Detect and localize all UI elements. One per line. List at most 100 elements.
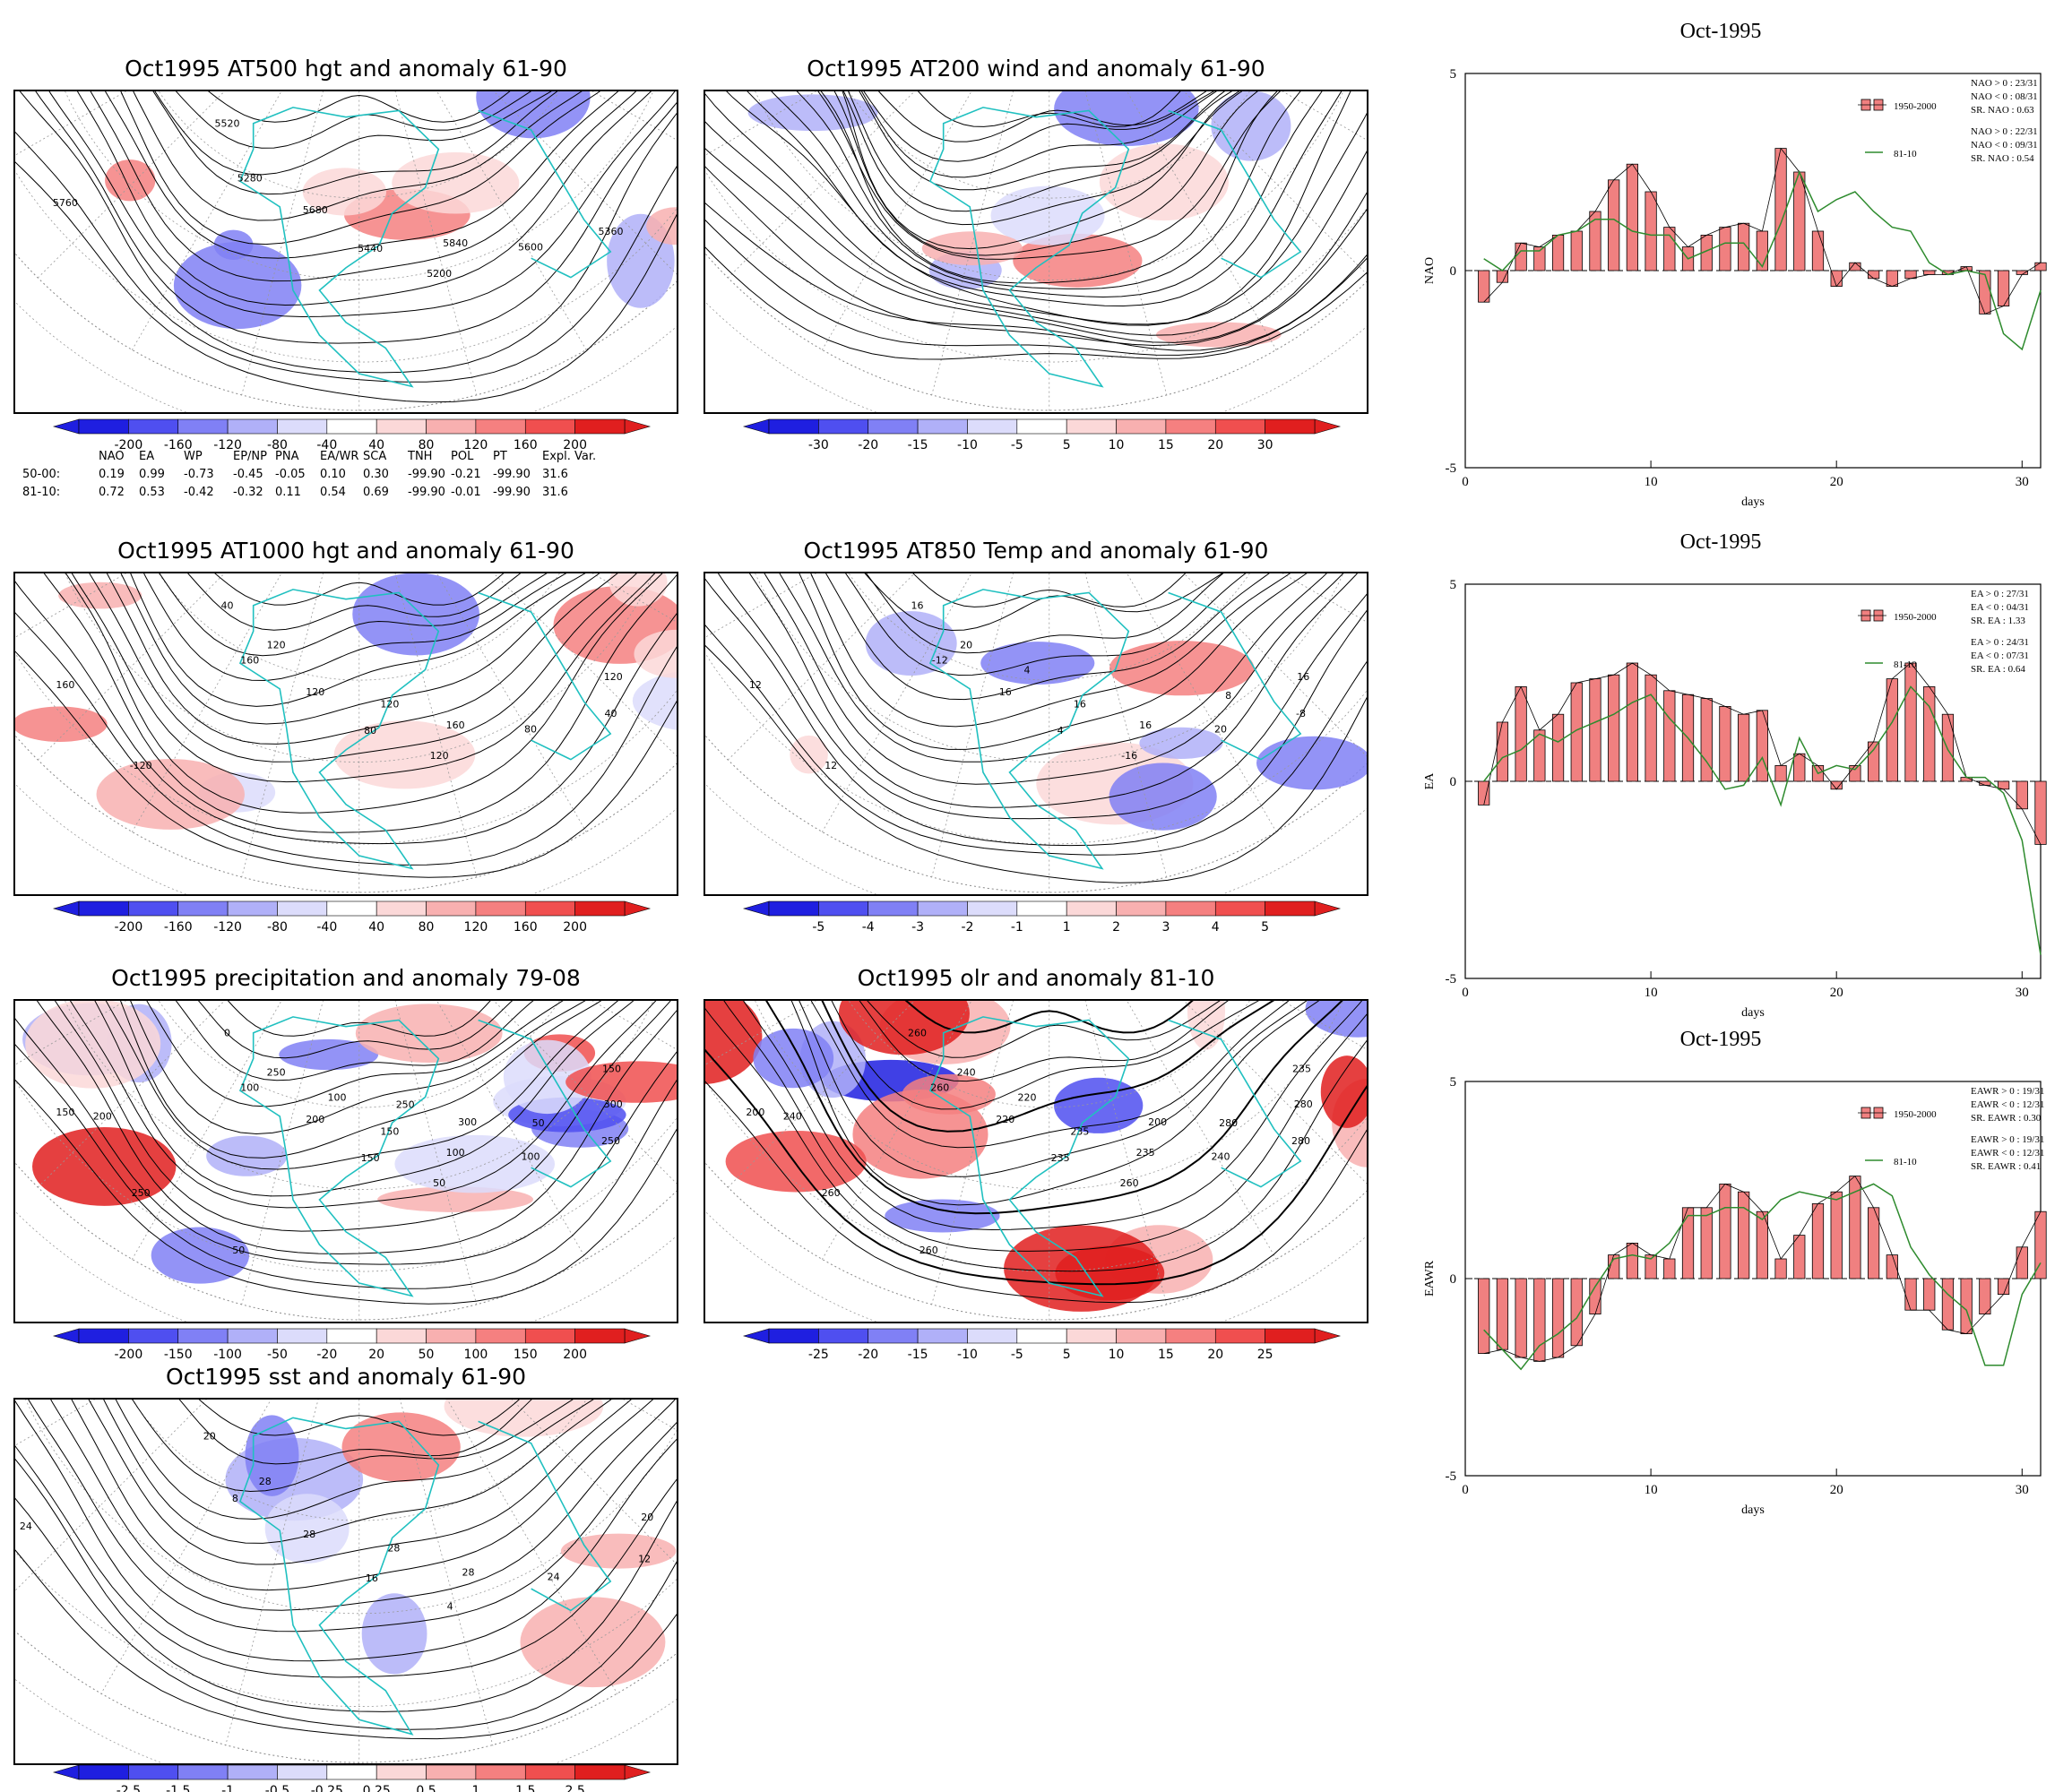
negative-anomaly-area [206, 1135, 288, 1176]
contour-line [771, 91, 1323, 298]
contour-line [790, 1001, 1320, 1206]
positive-anomaly-area [444, 1400, 604, 1437]
contour-line [717, 573, 1367, 820]
contour-line [15, 1400, 677, 1662]
contour-line [115, 1400, 594, 1521]
colorbar-tick-label: -1.5 [166, 1784, 190, 1792]
contour-label: -12 [932, 655, 948, 667]
positive-anomaly-area [725, 1130, 867, 1193]
positive-anomaly-area [96, 758, 245, 830]
negative-anomaly-area [1139, 727, 1223, 759]
colorbar-box [917, 900, 968, 917]
index-cell: EA [139, 450, 155, 463]
bar-1950-2000 [1551, 234, 1565, 271]
bar-1950-2000 [1496, 721, 1509, 782]
index-row-label: 81-10: [22, 486, 61, 499]
colorbar-box [524, 900, 575, 917]
legend-stat: SR. EAWR : 0.41 [1971, 1161, 2041, 1172]
colorbar-box [1066, 1328, 1117, 1344]
bar-1950-2000 [1811, 230, 1825, 271]
bar-1950-2000 [1496, 1278, 1509, 1350]
map-panel-500hgt: Oct1995 AT500 hgt and anomaly 61-90 5200… [13, 56, 678, 502]
positive-anomaly-area [520, 1597, 666, 1688]
contour-label: 200 [306, 1114, 324, 1125]
bar-1950-2000 [1663, 227, 1676, 271]
contour-line [15, 1497, 677, 1730]
contour-label: 100 [446, 1147, 465, 1159]
colorbar-box [128, 418, 179, 435]
colorbar-end-high [1314, 418, 1342, 435]
colorbar-box [227, 1328, 278, 1344]
bar-1950-2000 [2016, 270, 2028, 275]
colorbar-box [128, 900, 179, 917]
colorbar-box [177, 1764, 229, 1780]
colorbar-tick-label: 160 [514, 438, 538, 452]
colorbar-end-high [624, 1328, 652, 1344]
contour-line [904, 1001, 1194, 1034]
colorbar-tick-label: 3 [1161, 920, 1170, 935]
contour-line [207, 91, 511, 123]
contour-line [860, 91, 1217, 178]
contour-label: 120 [430, 750, 449, 762]
colorbar-tick-label: 80 [419, 920, 435, 935]
bar-1950-2000 [1608, 179, 1620, 271]
index-cell: -0.32 [233, 486, 263, 499]
meridian-gridline [400, 1400, 494, 1746]
contour-label: 0 [224, 1027, 230, 1038]
contour-label: 235 [1136, 1147, 1155, 1159]
contour-label: 4 [1024, 665, 1031, 676]
contour-label: 280 [1219, 1117, 1238, 1129]
line-81-10 [1483, 685, 2042, 955]
index-cell: EP/NP [233, 450, 267, 463]
contour-label: 120 [306, 686, 324, 698]
index-cell: 31.6 [542, 468, 568, 481]
colorbar-box [818, 900, 869, 917]
negative-anomaly-area [279, 1038, 379, 1071]
negative-anomaly-area [173, 241, 302, 330]
colorbar-tick-label: -5 [1011, 438, 1023, 452]
contour-label: 240 [1212, 1151, 1230, 1163]
bar-1950-2000 [1830, 270, 1843, 288]
contour-line [69, 1001, 657, 1209]
contour-label: 80 [524, 724, 537, 736]
contour-line [863, 91, 1215, 162]
colorbar-box [768, 900, 819, 917]
index-cell: -99.90 [408, 468, 445, 481]
contour-label: 200 [1148, 1116, 1167, 1128]
contour-line [104, 91, 619, 259]
bar-1950-2000 [1997, 1278, 2010, 1296]
colorbar-tick-label: 120 [464, 920, 488, 935]
colorbar-tick-label: -160 [164, 920, 193, 935]
contour-label: 12 [749, 679, 762, 691]
legend-stat: SR. NAO : 0.54 [1971, 153, 2034, 164]
contour-label: 16 [366, 1572, 378, 1584]
positive-anomaly-area [58, 582, 142, 609]
contour-line [867, 1001, 1221, 1058]
map-drawing [705, 91, 1367, 412]
positive-anomaly-area [560, 1533, 677, 1569]
colorbar-tick-label: -5 [812, 920, 824, 935]
colorbar-tick-label: -80 [267, 920, 288, 935]
contour-label: 40 [605, 708, 617, 719]
latitude-gridline [15, 170, 677, 363]
colorbar-box [426, 900, 477, 917]
polar-map: 120 160 40 80 40 80 120 160 160 120 120 120 -120 [13, 572, 678, 896]
y-tick-label: 5 [1450, 67, 1457, 82]
colorbar-box [574, 1328, 626, 1344]
positive-anomaly-area [705, 1001, 763, 1084]
colorbar-end-high [1314, 900, 1342, 917]
polar-map: 5200 5280 5360 5440 5520 5600 5680 5760 5840 [13, 90, 678, 414]
contour-line [130, 1001, 586, 1135]
colorbar-tick-label: 1 [1063, 920, 1071, 935]
colorbar-box [1165, 900, 1216, 917]
colorbar-end-low [742, 1328, 770, 1344]
north-america-coastline [238, 1417, 440, 1736]
polar-map [704, 90, 1368, 414]
latitude-gridline [705, 170, 1367, 363]
negative-anomaly-area [245, 1415, 299, 1496]
positive-anomaly-area [790, 735, 828, 774]
bar-1950-2000 [1997, 270, 2010, 306]
north-america-coastline [238, 589, 440, 870]
latitude-gridline [15, 1080, 677, 1272]
colorbar-tick-label: 1 [471, 1784, 479, 1792]
